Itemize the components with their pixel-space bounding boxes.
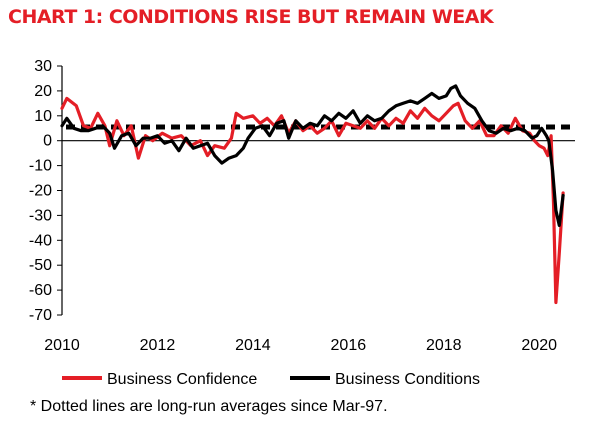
y-tick-label: 10	[34, 108, 52, 125]
y-tick-label: 30	[34, 58, 52, 75]
series-line-business-conditions	[60, 84, 565, 227]
x-tick-label: 2014	[235, 337, 271, 354]
chart-title: CHART 1: CONDITIONS RISE BUT REMAIN WEAK	[8, 6, 494, 28]
x-tick-label: 2012	[140, 337, 176, 354]
y-tick-label: -70	[29, 307, 52, 324]
y-tick-label: 20	[34, 83, 52, 100]
x-axis-ticks: 2010 2012 2014 2016 2018 2020	[44, 337, 557, 354]
y-tick-label: -10	[29, 158, 52, 175]
x-tick-label: 2010	[44, 337, 80, 354]
y-axis-ticks: 30 20 10 0 -10 -20 -30 -40 -50 -60 -70	[29, 58, 62, 324]
y-tick-label: 0	[43, 133, 52, 150]
y-tick-label: -20	[29, 183, 52, 200]
legend-label: Business Conditions	[335, 371, 480, 388]
y-tick-label: -40	[29, 232, 52, 249]
legend: Business Confidence Business Conditions	[62, 371, 480, 388]
footnote: * Dotted lines are long-run averages sin…	[30, 398, 388, 415]
x-tick-label: 2018	[426, 337, 462, 354]
x-tick-label: 2016	[331, 337, 367, 354]
y-tick-label: -30	[29, 207, 52, 224]
series-lines	[60, 84, 565, 305]
series-line-business-confidence	[60, 96, 565, 305]
y-tick-label: -50	[29, 257, 52, 274]
reference-lines	[66, 124, 575, 130]
y-tick-label: -60	[29, 282, 52, 299]
x-tick-label: 2020	[521, 337, 557, 354]
legend-label: Business Confidence	[107, 371, 257, 388]
